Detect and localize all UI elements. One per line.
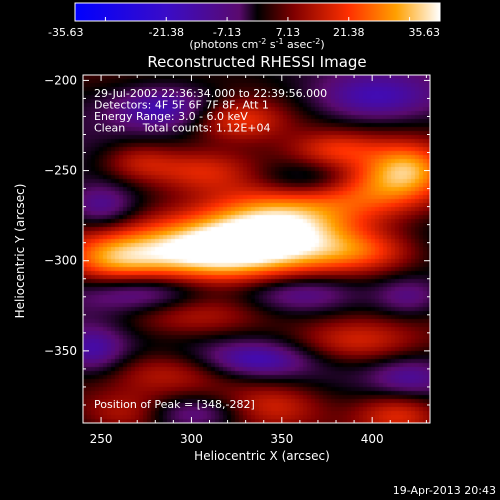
heatmap-image xyxy=(83,75,430,423)
y-axis-label: Heliocentric Y (arcsec) xyxy=(13,184,27,319)
annotation-line: Energy Range: 3.0 - 6.0 keV xyxy=(94,110,248,123)
peak-position-label: Position of Peak = [348,-282] xyxy=(94,398,255,411)
x-tick-label: 300 xyxy=(180,432,203,446)
colorbar-tick-label: -35.63 xyxy=(48,26,83,39)
y-axis-ticks: −200 −250 −300 −350 xyxy=(44,73,430,424)
colorbar-tick-label: 35.63 xyxy=(409,26,441,39)
footer-date: 19-Apr-2013 20:43 xyxy=(393,484,496,497)
x-axis-ticks: 250 300 350 400 xyxy=(90,75,427,446)
colorbar-units: (photons cm-2 s-1 asec-2) xyxy=(189,37,324,51)
colorbar-tick-label: -21.38 xyxy=(149,26,184,39)
chart-title: Reconstructed RHESSI Image xyxy=(147,53,366,71)
x-tick-label: 350 xyxy=(270,432,293,446)
annotation-line: Detectors: 4F 5F 6F 7F 8F, Att 1 xyxy=(94,99,269,112)
colorbar-ticks: -35.63 -21.38 -7.13 7.13 21.38 35.63 xyxy=(48,17,440,39)
annotations: 29-Jul-2002 22:36:34.000 to 22:39:56.000… xyxy=(94,87,327,135)
y-tick-label: −350 xyxy=(44,344,77,358)
colorbar-tick-label: -7.13 xyxy=(213,26,241,39)
x-tick-label: 250 xyxy=(90,432,113,446)
annotation-line: Clean Total counts: 1.12E+04 xyxy=(94,122,271,135)
y-tick-label: −300 xyxy=(44,254,77,268)
y-tick-label: −200 xyxy=(44,73,77,87)
x-tick-label: 400 xyxy=(361,432,384,446)
plot-frame xyxy=(82,74,431,424)
y-tick-label: −250 xyxy=(44,164,77,178)
annotation-line: 29-Jul-2002 22:36:34.000 to 22:39:56.000 xyxy=(94,87,327,100)
colorbar-tick-label: 21.38 xyxy=(333,26,365,39)
colorbar xyxy=(74,2,441,22)
colorbar-tick-label: 7.13 xyxy=(276,26,301,39)
x-axis-label: Heliocentric X (arcsec) xyxy=(194,449,330,463)
